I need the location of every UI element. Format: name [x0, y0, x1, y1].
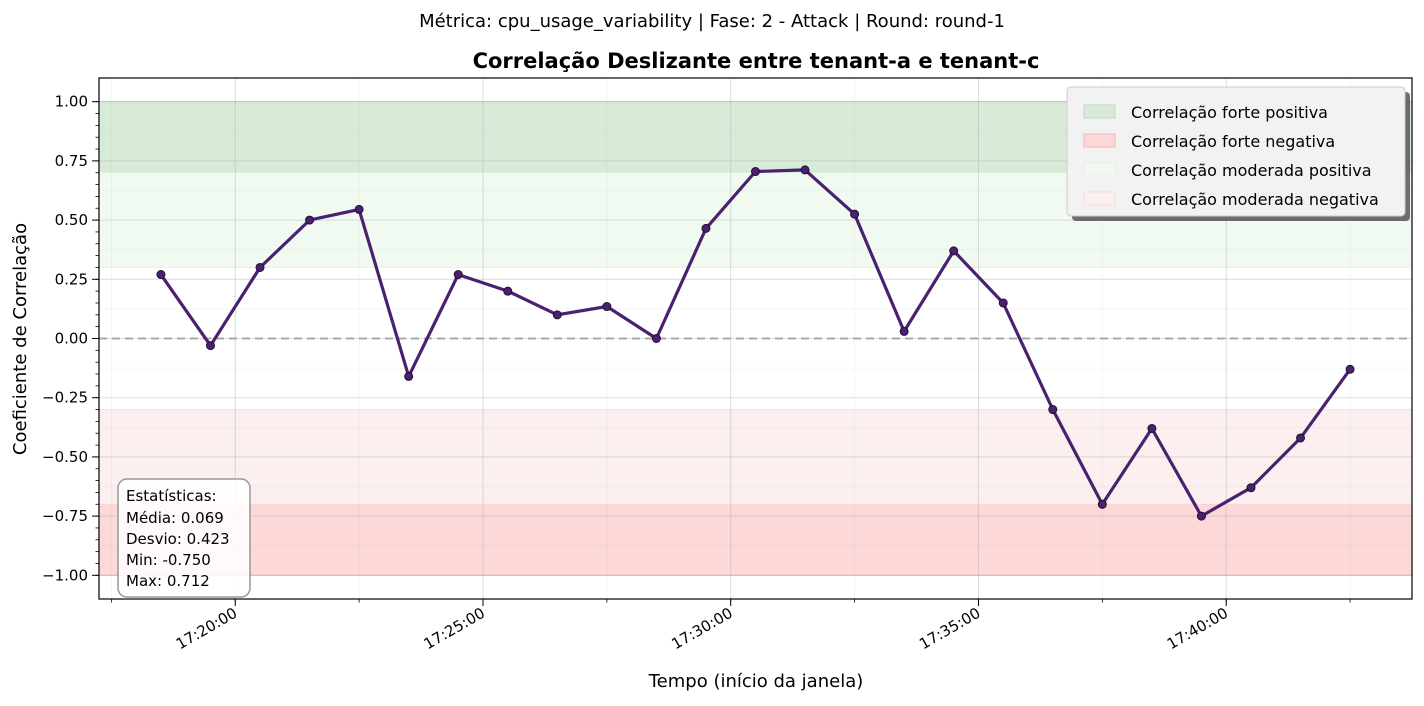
legend-swatch: [1083, 162, 1116, 177]
band-1: [98, 503, 1413, 576]
data-point: [255, 262, 265, 272]
y-tick-label: −0.50: [42, 448, 88, 466]
legend-swatch: [1083, 191, 1116, 206]
y-tick-label: −0.75: [42, 507, 88, 525]
chart-title: Correlação Deslizante entre tenant-a e t…: [473, 49, 1040, 73]
stats-line: Desvio: 0.423: [126, 530, 230, 548]
legend-entry-label: Correlação forte positiva: [1131, 103, 1328, 122]
data-point: [602, 302, 612, 312]
y-tick-label: 0.00: [55, 330, 88, 348]
data-point: [156, 270, 166, 280]
data-point: [1196, 511, 1206, 521]
y-axis-label: Coeficiente de Correlação: [10, 223, 31, 455]
data-point: [354, 204, 364, 214]
x-tick-label: 17:30:00: [668, 604, 735, 653]
data-point: [1345, 364, 1355, 374]
legend-swatch: [1083, 133, 1116, 148]
data-point: [404, 371, 414, 381]
y-tick-label: 0.75: [55, 152, 88, 170]
chart-suptitle: Métrica: cpu_usage_variability | Fase: 2…: [419, 11, 1005, 32]
data-point: [850, 209, 860, 219]
stats-frame: [117, 478, 251, 598]
data-point: [305, 215, 315, 225]
data-point: [651, 334, 661, 343]
legend: Correlação forte positiva Correlação fort…: [1066, 86, 1410, 221]
legend-frame: [1066, 86, 1406, 217]
data-point: [1296, 433, 1306, 443]
data-point: [205, 341, 215, 351]
band-3: [98, 409, 1413, 505]
y-tick-label: −0.25: [42, 389, 88, 407]
data-point: [552, 310, 562, 320]
x-tick-label: 17:20:00: [173, 604, 240, 653]
stats-line: Max: 0.712: [126, 572, 210, 590]
data-point: [899, 326, 909, 336]
stats-box: Estatísticas: Média: 0.069 Desvio: 0.423 Mi…: [117, 478, 251, 598]
x-tick-label: 17:40:00: [1164, 604, 1231, 653]
y-tick-label: −1.00: [42, 566, 88, 584]
x-tick-label: 17:35:00: [916, 604, 983, 653]
stats-line: Min: -0.750: [126, 551, 211, 569]
x-tick-label: 17:25:00: [421, 604, 488, 653]
x-axis-label: Tempo (início da janela): [648, 671, 864, 692]
y-tick-label: 0.25: [55, 270, 88, 288]
data-point: [453, 270, 463, 280]
stats-title: Estatísticas:: [126, 487, 217, 505]
data-point: [998, 298, 1008, 308]
legend-swatch: [1083, 104, 1116, 119]
legend-entry-label: Correlação moderada positiva: [1131, 161, 1372, 180]
y-tick-label: 1.00: [55, 93, 88, 111]
data-point: [701, 223, 711, 233]
legend-entry-label: Correlação forte negativa: [1131, 132, 1335, 151]
data-point: [1147, 423, 1157, 433]
data-point: [1048, 405, 1058, 415]
data-point: [1246, 483, 1256, 493]
stats-line: Média: 0.069: [126, 509, 224, 527]
legend-entry-label: Correlação moderada negativa: [1131, 190, 1379, 209]
y-tick-label: 0.50: [55, 211, 88, 229]
data-point: [800, 165, 810, 175]
data-point: [503, 286, 513, 296]
data-point: [751, 167, 760, 177]
data-point: [1097, 499, 1107, 509]
data-point: [949, 246, 959, 256]
